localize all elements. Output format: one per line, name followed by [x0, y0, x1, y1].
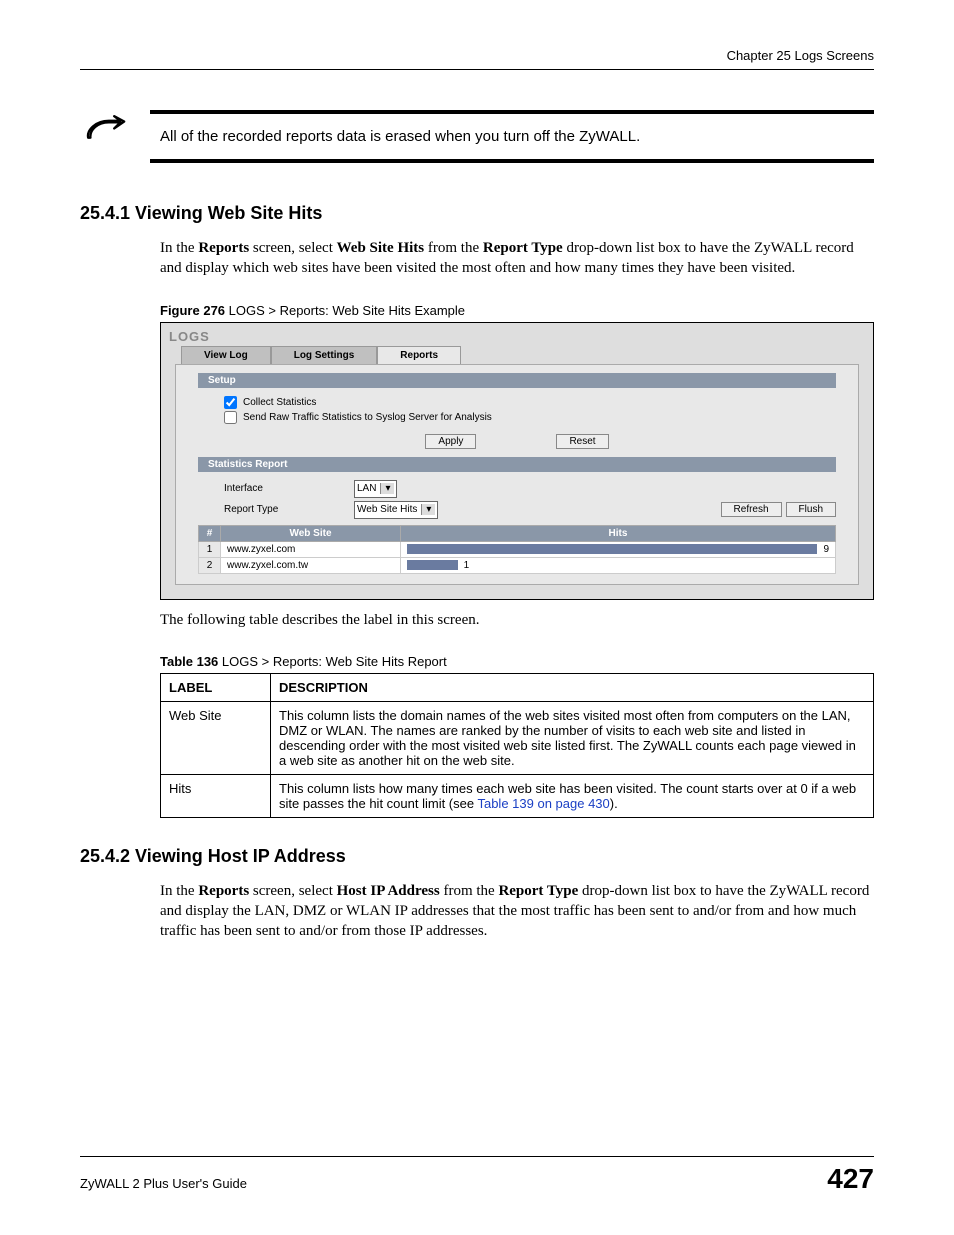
- hit-bar: [407, 560, 458, 570]
- report-type-label: Report Type: [224, 504, 354, 515]
- th-index: #: [199, 525, 221, 541]
- screenshot-panel: Setup Collect Statistics Send Raw Traffi…: [175, 364, 859, 585]
- send-raw-traffic-checkbox[interactable]: [224, 411, 237, 424]
- th-website: Web Site: [221, 525, 401, 541]
- th-description: DESCRIPTION: [271, 673, 874, 701]
- figure-276-caption: Figure 276 LOGS > Reports: Web Site Hits…: [160, 303, 874, 318]
- section-heading-25-4-2: 25.4.2 Viewing Host IP Address: [80, 846, 874, 867]
- apply-button[interactable]: Apply: [425, 434, 476, 449]
- table-row: 1 www.zyxel.com 9: [199, 541, 836, 557]
- desc-text: This column lists the domain names of th…: [271, 701, 874, 774]
- row-index: 2: [199, 557, 221, 573]
- refresh-button[interactable]: Refresh: [721, 502, 782, 517]
- desc-label: Web Site: [161, 701, 271, 774]
- screenshot-tabs: View Log Log Settings Reports: [161, 346, 873, 364]
- send-raw-traffic-label: Send Raw Traffic Statistics to Syslog Se…: [243, 412, 492, 423]
- footer-page-number: 427: [827, 1163, 874, 1195]
- row-website: www.zyxel.com: [221, 541, 401, 557]
- table-136: LABEL DESCRIPTION Web Site This column l…: [160, 673, 874, 818]
- chevron-down-icon: ▾: [421, 504, 435, 515]
- footer-guide-name: ZyWALL 2 Plus User's Guide: [80, 1176, 247, 1191]
- interface-label: Interface: [224, 483, 354, 494]
- note-text: All of the recorded reports data is eras…: [150, 110, 874, 163]
- th-hits: Hits: [401, 525, 836, 541]
- tab-log-settings[interactable]: Log Settings: [271, 346, 378, 364]
- desc-label: Hits: [161, 774, 271, 817]
- table-intro: The following table describes the label …: [160, 610, 874, 630]
- cross-reference-link[interactable]: Table 139 on page 430: [477, 796, 609, 811]
- note-callout: All of the recorded reports data is eras…: [80, 110, 874, 163]
- row-index: 1: [199, 541, 221, 557]
- table-136-caption: Table 136 LOGS > Reports: Web Site Hits …: [160, 654, 874, 669]
- table-row: 2 www.zyxel.com.tw 1: [199, 557, 836, 573]
- page-footer: ZyWALL 2 Plus User's Guide 427: [80, 1156, 874, 1195]
- section-heading-25-4-1: 25.4.1 Viewing Web Site Hits: [80, 203, 874, 224]
- chapter-header: Chapter 25 Logs Screens: [80, 48, 874, 70]
- row-hits: 1: [401, 557, 836, 573]
- section1-paragraph: In the Reports screen, select Web Site H…: [160, 238, 874, 279]
- table-row: Hits This column lists how many times ea…: [161, 774, 874, 817]
- desc-text: This column lists how many times each we…: [271, 774, 874, 817]
- tab-reports[interactable]: Reports: [377, 346, 461, 364]
- screenshot-logs-reports: LOGS View Log Log Settings Reports Setup…: [160, 322, 874, 600]
- hit-bar: [407, 544, 817, 554]
- section2-paragraph: In the Reports screen, select Host IP Ad…: [160, 881, 874, 942]
- hits-table: # Web Site Hits 1 www.zyxel.com 9: [198, 525, 836, 574]
- row-hits: 9: [401, 541, 836, 557]
- flush-button[interactable]: Flush: [786, 502, 836, 517]
- interface-select[interactable]: LAN▾: [354, 480, 397, 498]
- tab-view-log[interactable]: View Log: [181, 346, 271, 364]
- setup-header: Setup: [198, 373, 836, 388]
- screenshot-title: LOGS: [161, 323, 873, 346]
- collect-statistics-label: Collect Statistics: [243, 397, 316, 408]
- row-website: www.zyxel.com.tw: [221, 557, 401, 573]
- note-icon: [80, 110, 130, 150]
- chevron-down-icon: ▾: [380, 483, 394, 494]
- reset-button[interactable]: Reset: [556, 434, 608, 449]
- report-type-select[interactable]: Web Site Hits▾: [354, 501, 438, 519]
- th-label: LABEL: [161, 673, 271, 701]
- collect-statistics-checkbox[interactable]: [224, 396, 237, 409]
- table-row: Web Site This column lists the domain na…: [161, 701, 874, 774]
- statistics-report-header: Statistics Report: [198, 457, 836, 472]
